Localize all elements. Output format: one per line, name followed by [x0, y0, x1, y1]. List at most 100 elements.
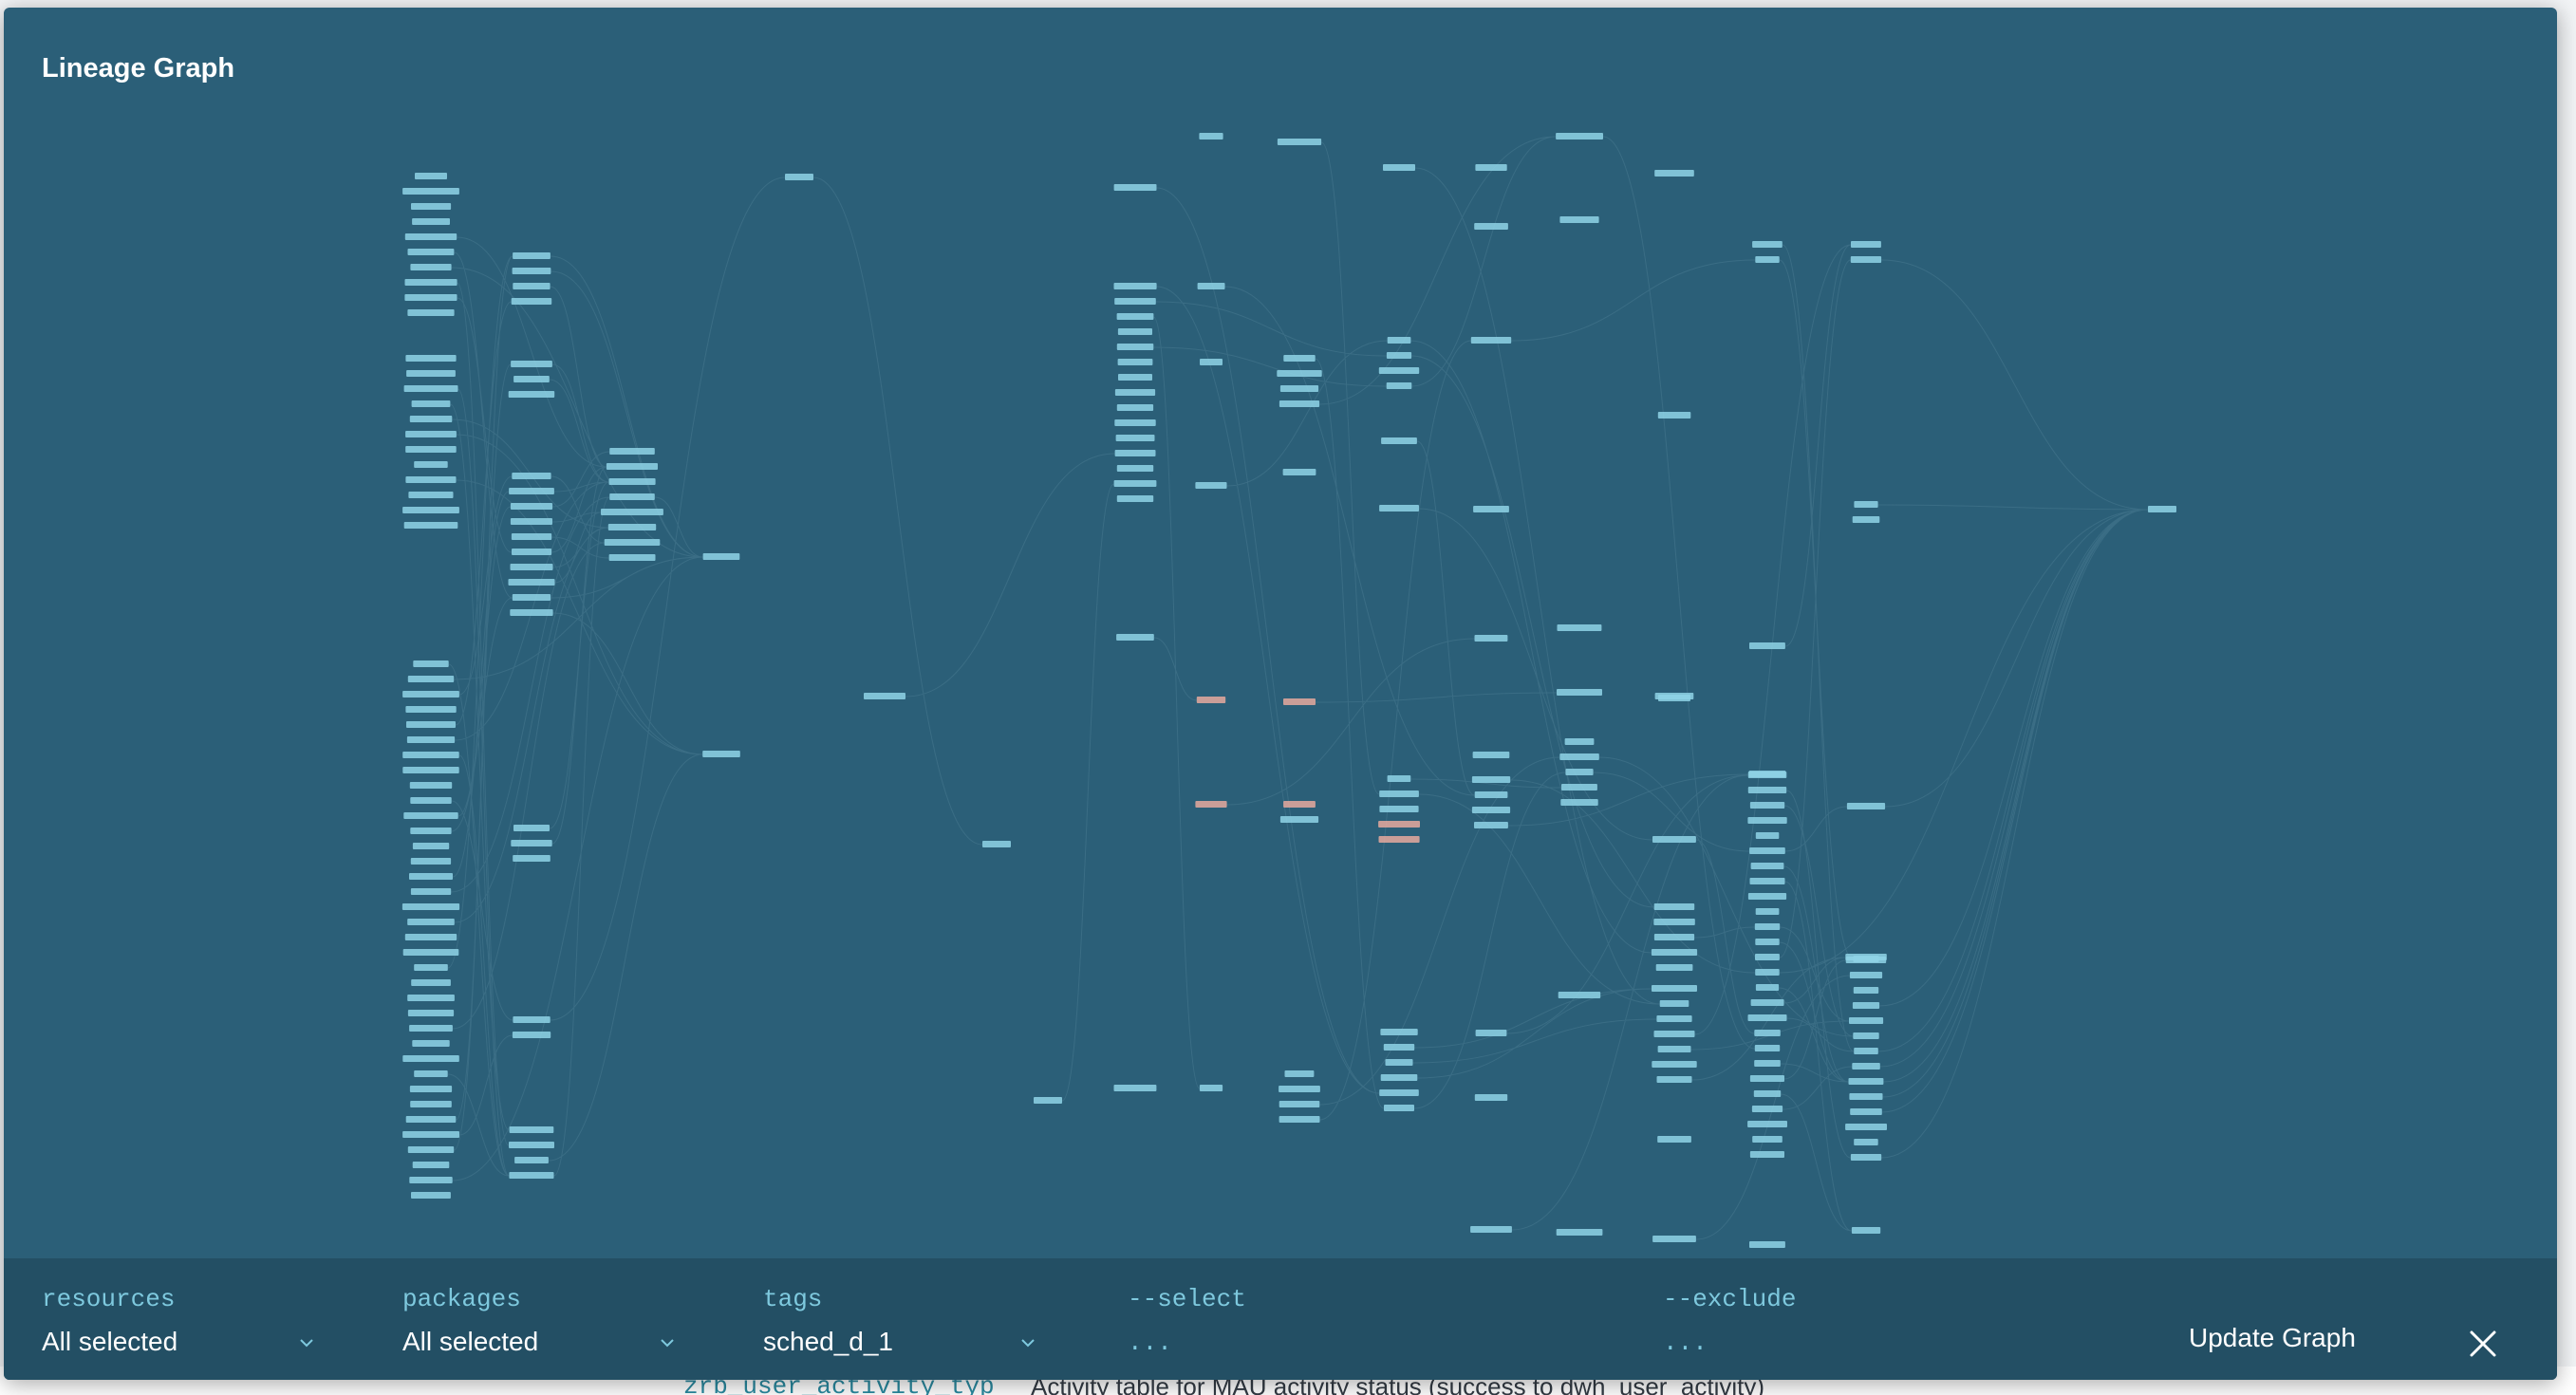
- graph-node[interactable]: [1277, 139, 1322, 145]
- graph-node[interactable]: [403, 385, 458, 392]
- graph-node[interactable]: [1755, 256, 1780, 263]
- graph-node[interactable]: [510, 518, 552, 525]
- graph-node[interactable]: [1749, 802, 1785, 809]
- graph-node[interactable]: [513, 1016, 551, 1023]
- graph-node[interactable]: [1749, 1241, 1785, 1248]
- graph-node[interactable]: [1384, 1105, 1414, 1111]
- graph-node[interactable]: [402, 1131, 459, 1138]
- graph-node[interactable]: [405, 1116, 457, 1123]
- graph-node[interactable]: [702, 751, 740, 757]
- graph-node[interactable]: [414, 964, 448, 971]
- graph-node[interactable]: [403, 522, 458, 529]
- graph-node[interactable]: [1277, 370, 1322, 377]
- graph-node[interactable]: [1378, 821, 1420, 828]
- graph-node[interactable]: [411, 400, 451, 407]
- graph-node[interactable]: [1380, 1074, 1418, 1081]
- graph-node[interactable]: [404, 279, 457, 286]
- graph-node[interactable]: [409, 1177, 453, 1183]
- graph-node[interactable]: [511, 298, 552, 305]
- packages-select[interactable]: All selected: [402, 1327, 539, 1356]
- graph-node[interactable]: [409, 416, 453, 422]
- graph-node[interactable]: [1475, 1030, 1507, 1036]
- graph-node[interactable]: [1747, 772, 1787, 778]
- graph-node[interactable]: [401, 903, 460, 910]
- graph-node[interactable]: [513, 855, 551, 862]
- graph-node[interactable]: [406, 370, 456, 377]
- graph-node[interactable]: [1749, 642, 1785, 649]
- graph-node[interactable]: [1556, 1229, 1603, 1236]
- graph-node[interactable]: [1114, 450, 1156, 456]
- graph-node[interactable]: [1560, 799, 1598, 806]
- graph-node[interactable]: [1116, 495, 1154, 502]
- graph-node[interactable]: [1195, 801, 1227, 808]
- graph-node[interactable]: [1378, 836, 1420, 843]
- graph-node[interactable]: [1380, 1029, 1418, 1035]
- graph-node[interactable]: [1199, 1085, 1223, 1091]
- graph-node[interactable]: [604, 539, 661, 546]
- graph-node[interactable]: [1558, 992, 1601, 998]
- graph-node[interactable]: [1652, 1061, 1697, 1068]
- graph-node[interactable]: [412, 1162, 450, 1168]
- graph-node[interactable]: [1850, 256, 1882, 263]
- graph-node[interactable]: [1656, 1076, 1692, 1083]
- graph-node[interactable]: [407, 1146, 455, 1153]
- graph-node[interactable]: [514, 1157, 549, 1163]
- lineage-graph-svg[interactable]: [4, 118, 2557, 1266]
- graph-node[interactable]: [412, 218, 450, 225]
- graph-node[interactable]: [1658, 695, 1690, 701]
- graph-node[interactable]: [1846, 803, 1886, 809]
- graph-node[interactable]: [1199, 133, 1223, 140]
- graph-node[interactable]: [411, 1192, 451, 1199]
- graph-node[interactable]: [1559, 753, 1599, 760]
- graph-node[interactable]: [1657, 412, 1691, 418]
- select-filter[interactable]: --select ...: [1128, 1258, 1602, 1380]
- graph-node[interactable]: [402, 188, 459, 195]
- graph-node[interactable]: [1564, 738, 1595, 745]
- graph-node[interactable]: [1850, 1154, 1882, 1161]
- graph-node[interactable]: [512, 1032, 551, 1038]
- graph-node[interactable]: [402, 1055, 459, 1062]
- graph-node[interactable]: [1197, 283, 1225, 289]
- graph-node[interactable]: [405, 476, 457, 483]
- graph-node[interactable]: [405, 355, 457, 362]
- graph-node[interactable]: [406, 736, 456, 743]
- graph-node[interactable]: [1755, 939, 1780, 945]
- graph-node[interactable]: [1852, 516, 1880, 523]
- graph-node[interactable]: [1750, 863, 1784, 869]
- graph-node[interactable]: [1379, 505, 1419, 512]
- graph-node[interactable]: [608, 478, 656, 485]
- graph-node[interactable]: [1652, 1236, 1696, 1242]
- graph-node[interactable]: [1114, 419, 1156, 426]
- graph-node[interactable]: [402, 767, 459, 773]
- graph-node[interactable]: [512, 268, 551, 274]
- graph-node[interactable]: [412, 1040, 450, 1047]
- graph-node[interactable]: [409, 873, 453, 880]
- graph-node[interactable]: [1750, 999, 1784, 1006]
- graph-node[interactable]: [1472, 752, 1510, 758]
- graph-node[interactable]: [411, 203, 452, 210]
- lineage-graph-canvas[interactable]: [4, 118, 2557, 1266]
- graph-node[interactable]: [1754, 1045, 1781, 1051]
- graph-node[interactable]: [1851, 241, 1881, 248]
- graph-node[interactable]: [1117, 359, 1153, 365]
- graph-node[interactable]: [601, 509, 663, 515]
- graph-node[interactable]: [1845, 1124, 1887, 1130]
- graph-node[interactable]: [1849, 972, 1883, 978]
- graph-node[interactable]: [1851, 1227, 1881, 1234]
- graph-node[interactable]: [1752, 1136, 1783, 1143]
- graph-node[interactable]: [1279, 1101, 1320, 1107]
- graph-node[interactable]: [402, 752, 459, 758]
- graph-node[interactable]: [1118, 374, 1152, 381]
- graph-node[interactable]: [1386, 382, 1412, 389]
- graph-node[interactable]: [407, 309, 455, 316]
- graph-node[interactable]: [1116, 313, 1154, 320]
- graph-nodes[interactable]: [401, 133, 2176, 1248]
- graph-node[interactable]: [1749, 847, 1785, 854]
- graph-node[interactable]: [512, 594, 551, 601]
- graph-node[interactable]: [415, 173, 447, 179]
- graph-node[interactable]: [1279, 400, 1320, 407]
- graph-node[interactable]: [407, 1010, 455, 1016]
- graph-node[interactable]: [1755, 908, 1780, 915]
- graph-node[interactable]: [1651, 949, 1698, 956]
- graph-node[interactable]: [414, 1070, 448, 1077]
